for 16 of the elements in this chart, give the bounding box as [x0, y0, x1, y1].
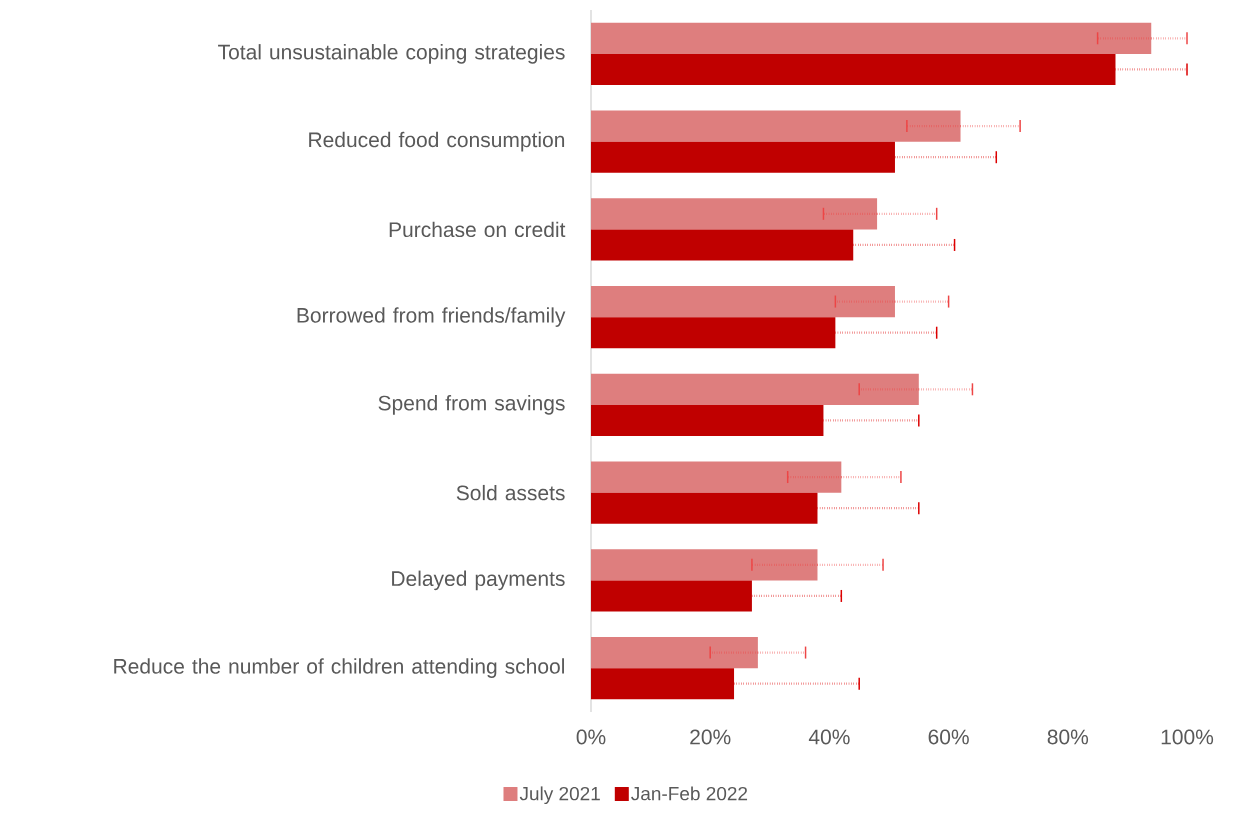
legend-label: July 2021: [519, 786, 600, 805]
y-tick-label: Reduce the number of children attending school: [114, 658, 564, 678]
y-tick-label: Reduced food consumption: [309, 131, 565, 152]
x-tick-label: 100%: [1161, 729, 1214, 745]
x-tick-label: 80%: [1047, 729, 1089, 745]
x-tick-label: 0%: [576, 729, 606, 745]
x-tick-label: 20%: [690, 729, 731, 745]
legend-label: Jan-Feb 2022: [631, 786, 748, 801]
y-tick-label: Total unsustainable coping strategies: [218, 44, 565, 64]
y-tick-label: Sold assets: [456, 484, 565, 501]
y-tick-label: Borrowed from friends/family: [297, 307, 566, 327]
x-tick-label: 60%: [928, 729, 969, 745]
y-tick-label: Purchase on credit: [389, 221, 566, 238]
y-tick-label: Delayed payments: [392, 570, 565, 591]
x-tick-label: 40%: [808, 729, 850, 745]
y-tick-label: Spend from savings: [378, 395, 565, 415]
